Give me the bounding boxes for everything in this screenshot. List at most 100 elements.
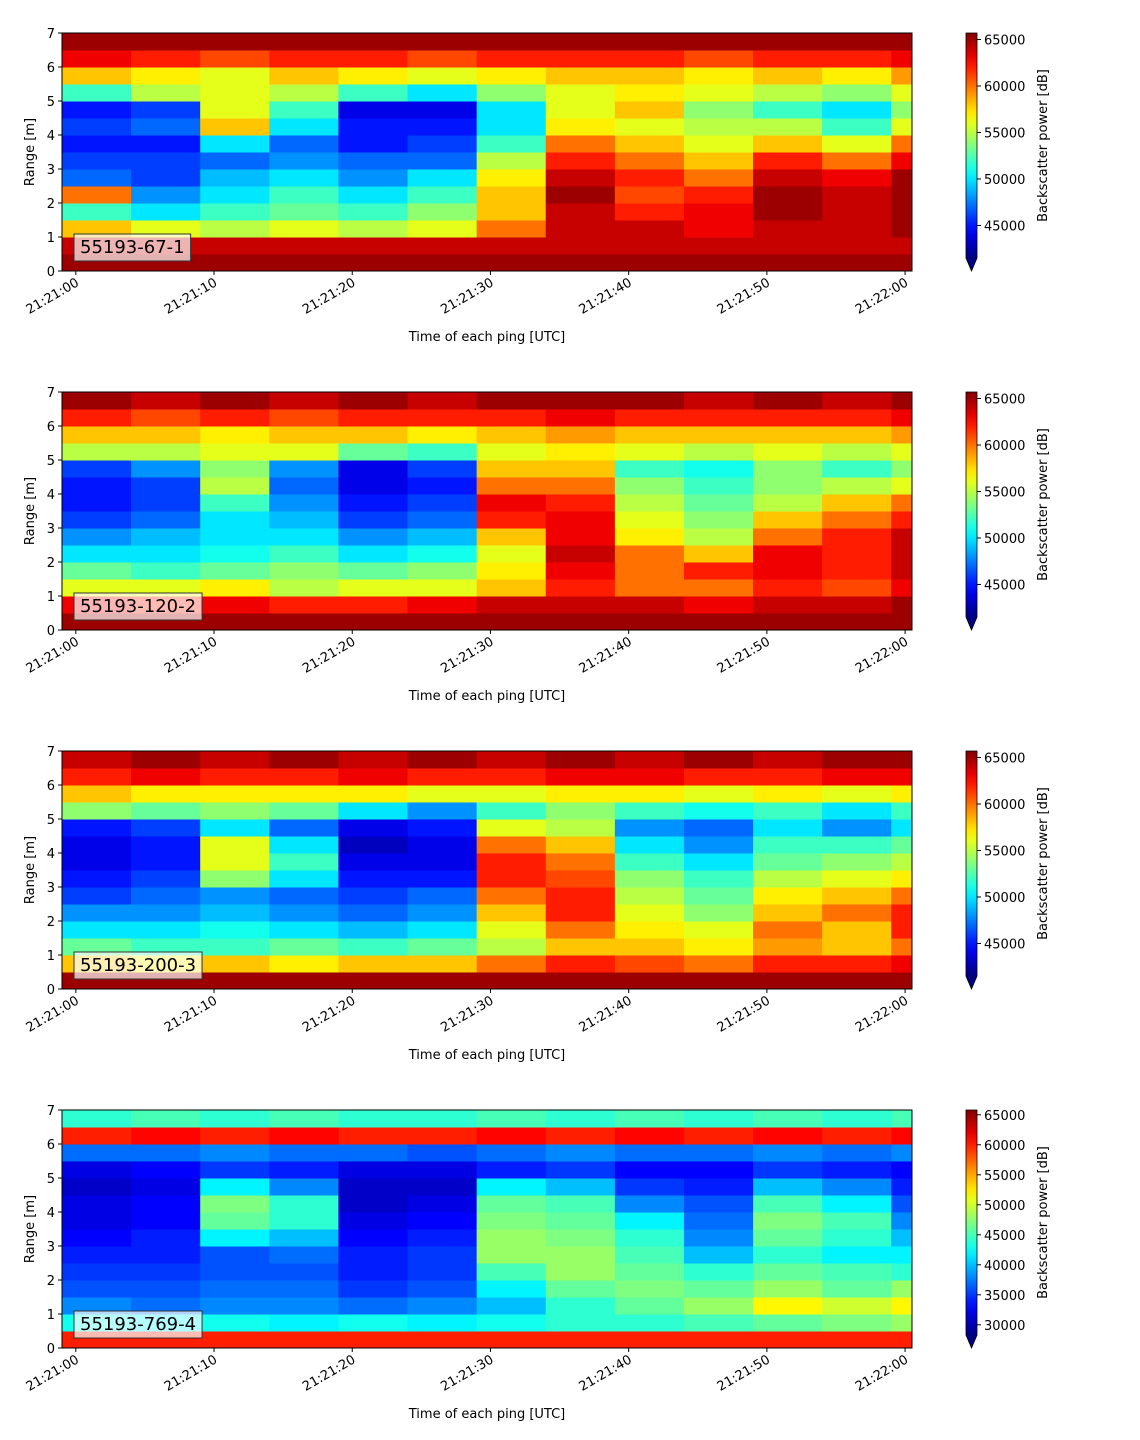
cell xyxy=(269,511,339,529)
cell xyxy=(200,613,270,631)
cell xyxy=(200,84,270,102)
cell xyxy=(683,152,754,170)
cell xyxy=(131,50,201,68)
cell xyxy=(269,596,339,614)
cell xyxy=(338,477,409,495)
cell xyxy=(545,853,616,871)
cell xyxy=(476,1263,547,1281)
cell xyxy=(200,562,270,580)
cell xyxy=(338,751,409,769)
cell xyxy=(269,887,339,905)
cell xyxy=(62,853,132,871)
cell xyxy=(269,426,339,444)
cell xyxy=(62,1144,132,1162)
colorbar-tick-label: 65000 xyxy=(984,752,1025,767)
cell xyxy=(269,1110,339,1128)
cell xyxy=(614,511,685,529)
cell xyxy=(753,562,823,580)
cell xyxy=(200,545,270,563)
cell xyxy=(822,477,892,495)
cell xyxy=(683,101,754,119)
cell xyxy=(683,802,754,820)
cell xyxy=(822,152,892,170)
cell xyxy=(269,1144,339,1162)
cell xyxy=(545,84,616,102)
cell xyxy=(891,84,913,102)
cell xyxy=(338,169,409,187)
x-tick-label: 21:22:00 xyxy=(853,1352,911,1394)
cell xyxy=(822,1263,892,1281)
cell xyxy=(822,392,892,410)
cell xyxy=(200,1178,270,1196)
cell xyxy=(614,1314,685,1332)
x-axis-label: Time of each ping [UTC] xyxy=(408,689,566,704)
cell xyxy=(200,1127,270,1145)
cell xyxy=(269,938,339,956)
cell xyxy=(614,237,685,255)
cell xyxy=(131,1212,201,1230)
cell xyxy=(338,853,409,871)
cell xyxy=(891,545,913,563)
x-axis-label: Time of each ping [UTC] xyxy=(408,1048,566,1063)
x-tick-label: 21:21:30 xyxy=(438,993,496,1035)
cell xyxy=(338,904,409,922)
cell xyxy=(753,1110,823,1128)
cell xyxy=(338,203,409,221)
cell xyxy=(753,904,823,922)
cell xyxy=(822,494,892,512)
x-tick-label: 21:21:30 xyxy=(438,634,496,676)
cell xyxy=(200,853,270,871)
cell xyxy=(407,836,478,854)
x-tick-label: 21:21:50 xyxy=(715,634,773,676)
cell xyxy=(683,1212,754,1230)
cell xyxy=(200,33,270,51)
cell xyxy=(822,254,892,272)
cell xyxy=(338,1280,409,1298)
colorbar-tick-label: 45000 xyxy=(984,219,1025,234)
cell xyxy=(614,50,685,68)
cell xyxy=(476,1127,547,1145)
cell xyxy=(476,819,547,837)
cell xyxy=(891,613,913,631)
cell xyxy=(131,819,201,837)
cell xyxy=(545,751,616,769)
cell xyxy=(338,84,409,102)
y-tick-label: 0 xyxy=(47,983,55,998)
cell xyxy=(753,135,823,153)
cell xyxy=(545,819,616,837)
cell xyxy=(545,152,616,170)
cell xyxy=(131,785,201,803)
cell xyxy=(131,220,201,238)
cell xyxy=(131,1178,201,1196)
cell xyxy=(407,426,478,444)
cell xyxy=(891,152,913,170)
colorbar-tick-label: 60000 xyxy=(984,1139,1025,1154)
cell xyxy=(476,392,547,410)
colorbar-tick-label: 45000 xyxy=(984,578,1025,593)
cell xyxy=(200,785,270,803)
cell xyxy=(62,768,132,786)
colorbar-tick-label: 65000 xyxy=(984,393,1025,408)
cell xyxy=(683,596,754,614)
cell xyxy=(545,613,616,631)
cell xyxy=(822,169,892,187)
cell xyxy=(822,802,892,820)
cell xyxy=(753,1195,823,1213)
colorbar-extend xyxy=(966,258,977,271)
cell xyxy=(338,579,409,597)
cell xyxy=(614,1246,685,1264)
cell xyxy=(131,853,201,871)
x-tick-label: 21:21:40 xyxy=(577,993,635,1035)
cell xyxy=(407,545,478,563)
cell xyxy=(545,972,616,990)
y-tick-label: 5 xyxy=(47,1172,55,1187)
colorbar-tick-label: 60000 xyxy=(984,80,1025,95)
cell xyxy=(891,1212,913,1230)
cell xyxy=(131,887,201,905)
cell xyxy=(338,955,409,973)
cell xyxy=(269,237,339,255)
cell xyxy=(407,135,478,153)
cell xyxy=(269,904,339,922)
cell xyxy=(891,118,913,136)
cell xyxy=(683,972,754,990)
